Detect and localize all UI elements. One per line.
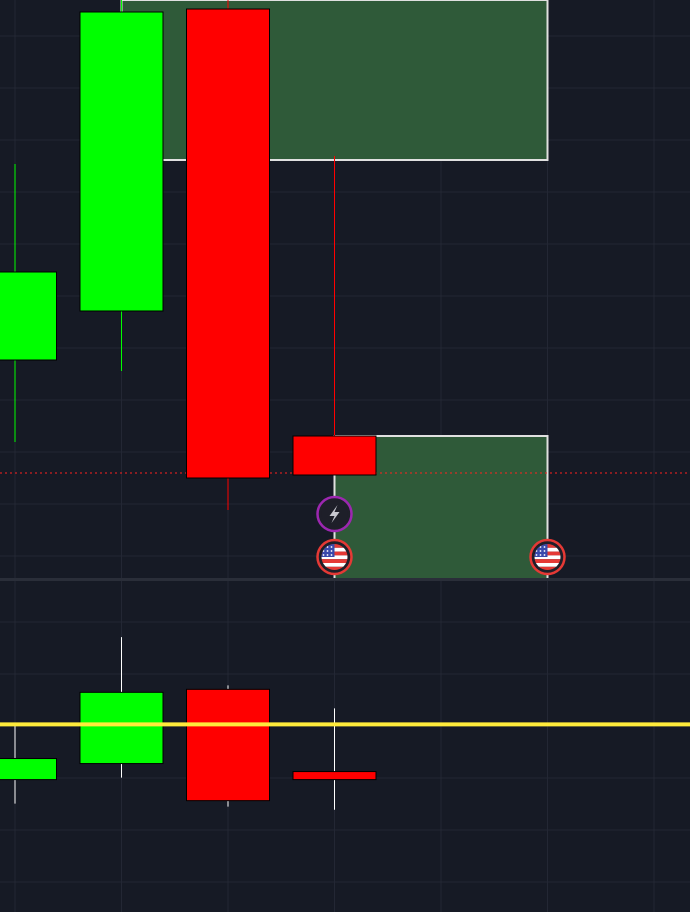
us-flag-icon[interactable] [529,538,566,576]
pane-divider[interactable] [0,578,690,581]
candle-up[interactable] [79,691,164,765]
candle-up[interactable] [0,271,57,361]
candle-up[interactable] [79,11,164,312]
us-flag-icon[interactable] [316,538,353,576]
zone-box[interactable] [120,0,549,161]
candle-down[interactable] [292,771,377,781]
candle-down[interactable] [292,435,377,476]
indicator-pane[interactable] [0,637,690,810]
lightning-icon[interactable] [316,495,353,533]
candle-down[interactable] [186,688,270,802]
candle-up[interactable] [0,758,57,781]
price-pane[interactable] [0,0,690,581]
candle-down[interactable] [186,8,270,479]
